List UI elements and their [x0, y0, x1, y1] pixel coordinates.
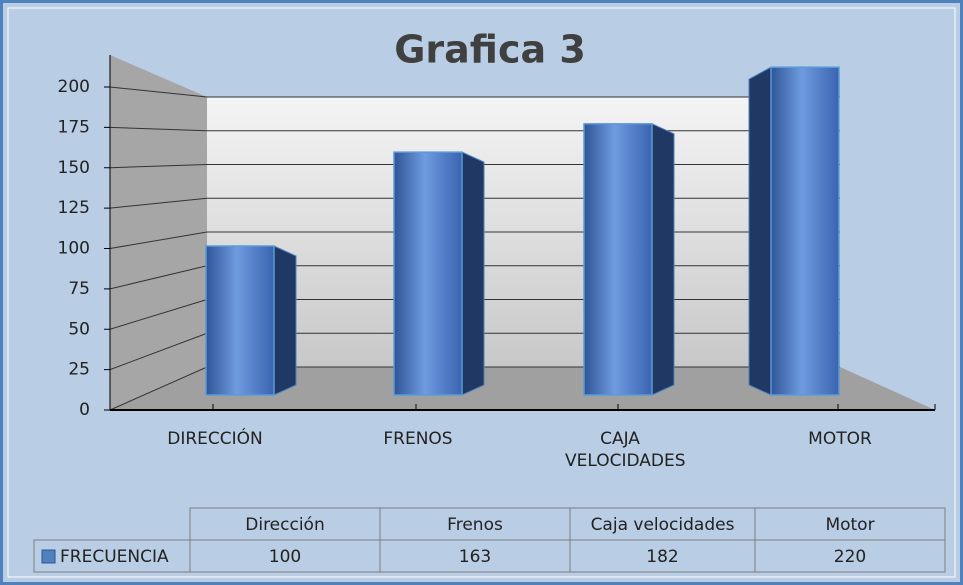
grid-line [109, 265, 208, 290]
x-tick-label: FRENOS [383, 429, 453, 449]
grid-line [109, 366, 208, 411]
table-value: 100 [269, 547, 301, 567]
y-tick-label: 175 [58, 117, 90, 137]
y-tick-label: 75 [68, 279, 90, 299]
bar [770, 66, 840, 396]
x-tick-label: CAJA VELOCIDADES [565, 429, 686, 471]
y-tick-label: 200 [58, 77, 90, 97]
bar-side [651, 123, 675, 396]
y-tick-label: 100 [58, 239, 90, 259]
grid-line [109, 197, 208, 209]
x-tick-label: DIRECCIÓN [167, 429, 263, 449]
grid-line [109, 126, 208, 132]
y-tick-label: 150 [58, 158, 90, 178]
table-header: Motor [825, 515, 874, 535]
side-wall [110, 55, 207, 410]
table-data-row [33, 539, 946, 573]
table-value: 220 [834, 547, 866, 567]
y-tick-label: 25 [68, 360, 90, 380]
table-value: 182 [646, 547, 678, 567]
grid-line [109, 164, 208, 169]
x-tick-label: MOTOR [808, 429, 872, 449]
floor [110, 367, 935, 410]
legend-label: FRECUENCIA [60, 547, 169, 567]
grid-line [109, 86, 208, 98]
y-tick-label: 125 [58, 198, 90, 218]
inner-frame [7, 7, 956, 578]
grid-line [109, 231, 208, 249]
bar-side [461, 151, 485, 396]
table-header: Frenos [447, 515, 503, 535]
y-tick-label: 0 [79, 400, 90, 420]
x-tick-label-box: MOTOR [808, 429, 872, 449]
table-value: 163 [459, 547, 491, 567]
grid-line [109, 299, 208, 330]
bar-side [273, 245, 297, 396]
bar [205, 245, 275, 396]
x-tick-label-box: FRENOS [383, 429, 453, 449]
chart-title: Grafica 3 [394, 28, 586, 72]
table-header: Caja velocidades [591, 515, 735, 535]
grid-line [109, 332, 208, 371]
bar [393, 151, 463, 396]
bar [583, 123, 653, 396]
x-tick-label-box: CAJA VELOCIDADES [565, 429, 686, 471]
bar-side [748, 66, 772, 396]
table-header: Dirección [245, 515, 324, 535]
legend-key [41, 549, 56, 564]
x-tick-label-box: DIRECCIÓN [167, 429, 263, 449]
y-tick-label: 50 [68, 319, 90, 339]
